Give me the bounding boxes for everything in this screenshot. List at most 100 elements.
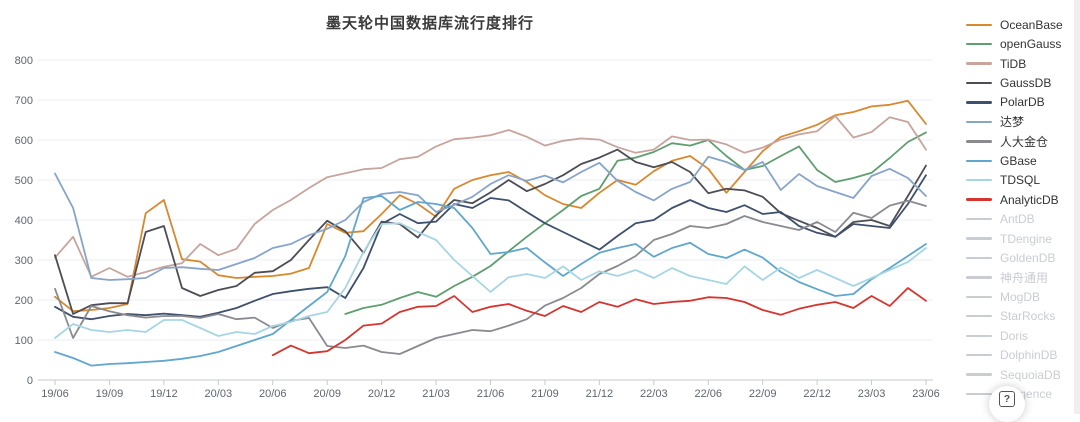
legend-label: TDengine bbox=[1000, 231, 1053, 246]
series-line-GBase[interactable] bbox=[54, 195, 927, 367]
legend-swatch bbox=[966, 62, 992, 65]
series-line-人大金仓[interactable] bbox=[54, 199, 927, 355]
series-line-TiDB[interactable] bbox=[54, 115, 927, 278]
legend-item-MogDB[interactable]: MogDB bbox=[966, 287, 1076, 306]
legend-item-SequoiaDB[interactable]: SequoiaDB bbox=[966, 365, 1076, 384]
legend-swatch bbox=[966, 353, 992, 357]
legend-swatch bbox=[966, 237, 992, 240]
legend-swatch bbox=[966, 315, 992, 318]
legend-swatch bbox=[966, 392, 992, 396]
legend-label: 人大金仓 bbox=[1000, 134, 1049, 149]
x-axis-label: 22/06 bbox=[694, 388, 722, 400]
x-axis-label: 21/12 bbox=[586, 388, 614, 400]
legend-label: GaussDB bbox=[1000, 76, 1052, 91]
y-axis-label: 200 bbox=[15, 295, 33, 307]
legend-swatch bbox=[966, 42, 992, 46]
legend-item-GBase[interactable]: GBase bbox=[966, 151, 1076, 170]
legend-label: PolarDB bbox=[1000, 95, 1045, 110]
question-mark-icon: ? bbox=[999, 391, 1015, 407]
legend-item-AntDB[interactable]: AntDB bbox=[966, 209, 1076, 228]
x-axis-label: 21/06 bbox=[477, 388, 505, 400]
legend-label: MogDB bbox=[1000, 289, 1041, 304]
legend-swatch bbox=[966, 159, 992, 162]
legend-swatch bbox=[966, 256, 992, 260]
series-line-OceanBase[interactable] bbox=[54, 99, 927, 313]
chart-title: 墨天轮中国数据库流行度排行 bbox=[325, 15, 534, 32]
legend-item-GaussDB[interactable]: GaussDB bbox=[966, 73, 1076, 92]
page-edge bbox=[1074, 0, 1080, 414]
legend-label: AnalyticDB bbox=[1000, 192, 1059, 207]
legend-label: 神舟通用 bbox=[1000, 270, 1049, 285]
legend-swatch bbox=[966, 217, 992, 221]
x-axis-label: 19/09 bbox=[96, 388, 124, 400]
legend-item-TDSQL[interactable]: TDSQL bbox=[966, 171, 1076, 190]
legend-item-人大金仓[interactable]: 人大金仓 bbox=[966, 132, 1076, 151]
legend-label: TDSQL bbox=[1000, 173, 1041, 188]
series-line-TDSQL[interactable] bbox=[54, 222, 927, 339]
legend-item-TDengine[interactable]: TDengine bbox=[966, 229, 1076, 248]
legend-item-openGauss[interactable]: openGauss bbox=[966, 34, 1076, 53]
y-axis-label: 700 bbox=[15, 95, 33, 107]
legend-label: TiDB bbox=[1000, 56, 1027, 71]
help-button[interactable]: ? bbox=[989, 386, 1025, 422]
legend-item-Doris[interactable]: Doris bbox=[966, 326, 1076, 345]
y-axis-label: 0 bbox=[27, 375, 33, 387]
x-axis-label: 19/12 bbox=[150, 388, 178, 400]
legend-swatch bbox=[966, 140, 992, 143]
chart-legend: OceanBase openGauss TiDB GaussDB PolarDB 达梦人大… bbox=[966, 15, 1076, 404]
x-axis-label: 23/06 bbox=[912, 388, 940, 400]
x-axis-label: 23/03 bbox=[858, 388, 886, 400]
x-axis-label: 21/09 bbox=[531, 388, 559, 400]
legend-swatch bbox=[966, 23, 992, 26]
x-axis-label: 21/03 bbox=[422, 388, 450, 400]
legend-label: AntDB bbox=[1000, 212, 1035, 227]
x-axis-label: 20/09 bbox=[313, 388, 341, 400]
legend-item-神舟通用[interactable]: 神舟通用 bbox=[966, 268, 1076, 287]
legend-swatch bbox=[966, 198, 992, 201]
legend-label: 达梦 bbox=[1000, 115, 1025, 130]
y-axis-label: 500 bbox=[15, 175, 33, 187]
legend-label: openGauss bbox=[1000, 37, 1062, 52]
legend-item-OceanBase[interactable]: OceanBase bbox=[966, 15, 1076, 34]
legend-label: OceanBase bbox=[1000, 17, 1063, 32]
legend-swatch bbox=[966, 120, 992, 124]
series-line-openGauss[interactable] bbox=[344, 131, 927, 315]
legend-label: SequoiaDB bbox=[1000, 367, 1061, 382]
legend-label: DolphinDB bbox=[1000, 348, 1058, 363]
y-axis-label: 400 bbox=[15, 215, 33, 227]
legend-swatch bbox=[966, 334, 992, 337]
legend-label: GBase bbox=[1000, 153, 1037, 168]
x-axis-label: 22/03 bbox=[640, 388, 668, 400]
legend-label: StarRocks bbox=[1000, 309, 1056, 324]
legend-swatch bbox=[966, 81, 992, 85]
legend-label: GoldenDB bbox=[1000, 250, 1056, 265]
series-line-AnalyticDB[interactable] bbox=[271, 287, 927, 357]
y-axis-label: 100 bbox=[15, 335, 33, 347]
legend-item-DolphinDB[interactable]: DolphinDB bbox=[966, 345, 1076, 364]
legend-item-AnalyticDB[interactable]: AnalyticDB bbox=[966, 190, 1076, 209]
legend-swatch bbox=[966, 276, 992, 279]
series-line-PolarDB[interactable] bbox=[54, 174, 927, 321]
legend-swatch bbox=[966, 101, 992, 104]
series-line-GaussDB[interactable] bbox=[54, 148, 927, 315]
legend-item-GoldenDB[interactable]: GoldenDB bbox=[966, 248, 1076, 267]
x-axis-label: 22/12 bbox=[803, 388, 831, 400]
x-axis-label: 20/03 bbox=[205, 388, 233, 400]
x-axis-label: 20/06 bbox=[259, 388, 287, 400]
y-axis-label: 300 bbox=[15, 255, 33, 267]
x-axis-label: 22/09 bbox=[749, 388, 777, 400]
legend-item-TiDB[interactable]: TiDB bbox=[966, 54, 1076, 73]
legend-swatch bbox=[966, 179, 992, 182]
legend-item-PolarDB[interactable]: PolarDB bbox=[966, 93, 1076, 112]
legend-item-StarRocks[interactable]: StarRocks bbox=[966, 307, 1076, 326]
legend-swatch bbox=[966, 295, 992, 299]
legend-item-达梦[interactable]: 达梦 bbox=[966, 112, 1076, 131]
x-axis-label: 19/06 bbox=[41, 388, 69, 400]
legend-swatch bbox=[966, 373, 992, 376]
x-axis-label: 20/12 bbox=[368, 388, 396, 400]
series-line-达梦[interactable] bbox=[54, 155, 927, 281]
y-axis-label: 800 bbox=[15, 55, 33, 67]
legend-label: Doris bbox=[1000, 328, 1029, 343]
y-axis-label: 600 bbox=[15, 135, 33, 147]
